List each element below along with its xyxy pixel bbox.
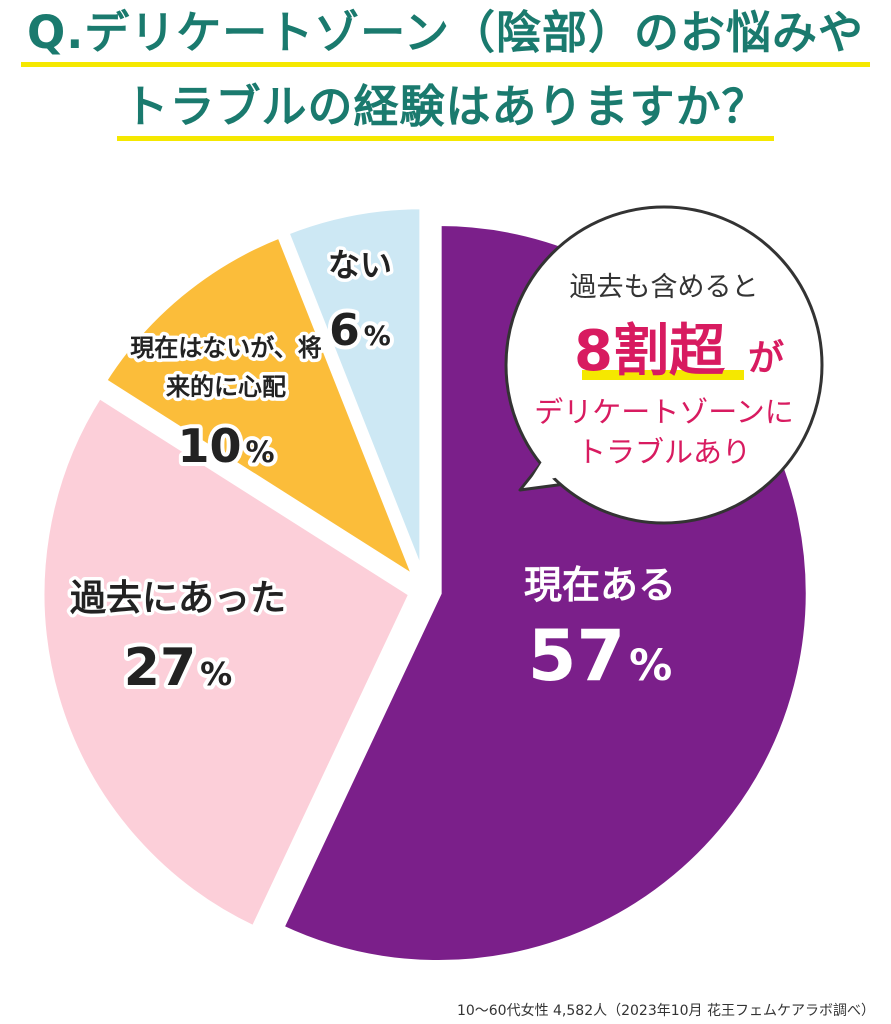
- slice-value-2: 27%: [124, 638, 232, 698]
- chart-title-line-2: トラブルの経験はありますか？: [0, 78, 891, 141]
- pie-slice-2: [38, 391, 416, 933]
- slice-label-2: 過去にあった: [70, 578, 286, 619]
- slice-value-3: 10%: [177, 419, 274, 473]
- callout-line-4: トラブルあり: [577, 435, 751, 469]
- callout-highlight-suffix: が: [748, 338, 784, 379]
- pie-slice-4: [282, 203, 426, 578]
- slice-value-1: 57%: [528, 615, 673, 697]
- slice-label-3-line-1: 現在はないが、将: [130, 334, 322, 362]
- source-footnote: 10〜60代女性 4,582人（2023年10月 花王フェムケアラボ調べ）: [456, 1003, 875, 1019]
- callout-line-1: 過去も含めると: [570, 272, 759, 303]
- slice-label-1: 現在ある: [524, 563, 676, 607]
- pie-slice-3: [99, 231, 423, 587]
- slice-value-4: 6%: [329, 305, 391, 356]
- callout-highlight-underline: [582, 370, 744, 380]
- callout-line-3: デリケートゾーンに: [534, 395, 794, 429]
- slice-label-3-line-2: 来的に心配: [166, 373, 286, 401]
- slice-label-4: ない: [328, 246, 392, 284]
- chart-title-line-1: Q.デリケートゾーン（陰部）のお悩みや: [0, 4, 891, 67]
- callout-highlight: 8割超: [574, 319, 726, 384]
